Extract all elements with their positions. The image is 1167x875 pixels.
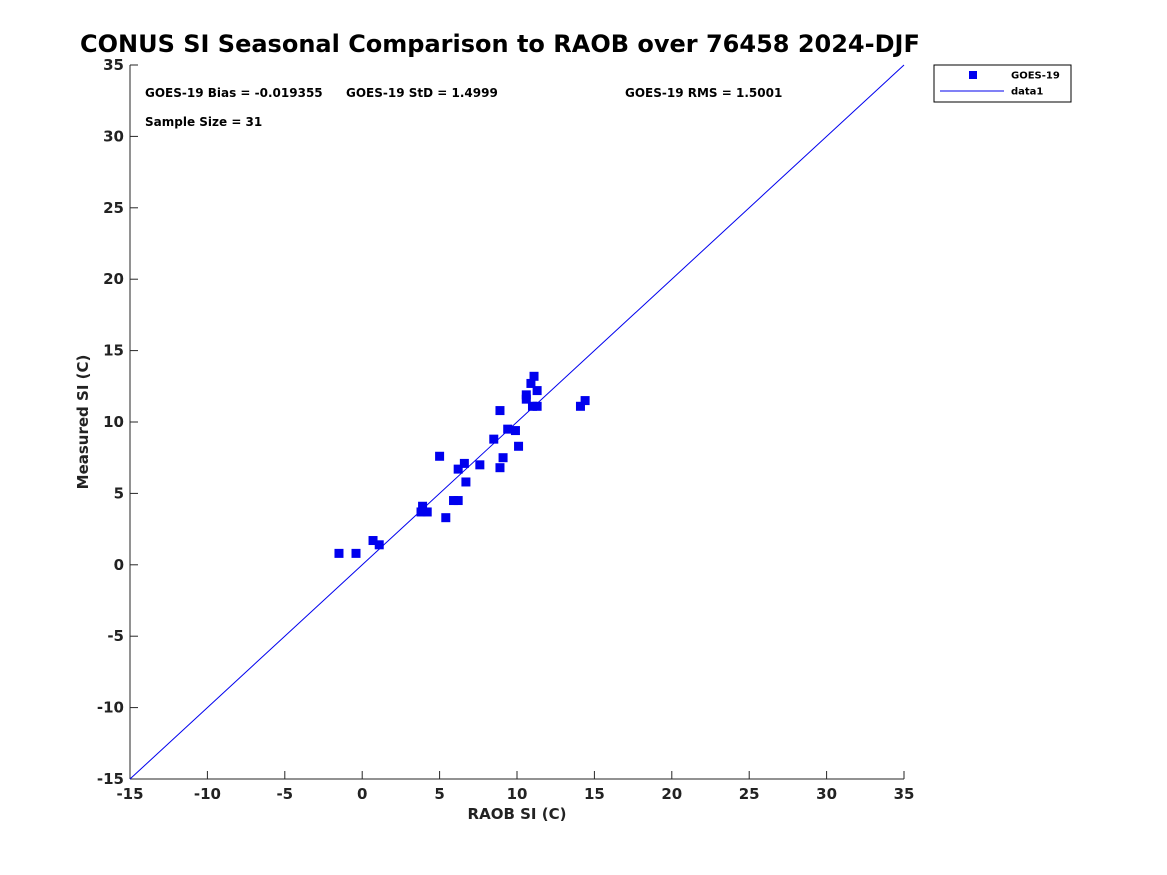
reference-line-data1 — [129, 64, 905, 780]
data-point — [489, 434, 499, 444]
legend: GOES-19 data1 — [933, 64, 1072, 103]
data-point — [532, 401, 542, 411]
axes: -15 -10 -5 0 5 10 15 20 25 30 35 -15 -10 -5 0 5 10 15 20 25… — [97, 56, 915, 803]
data-point — [422, 507, 432, 517]
data-point — [453, 464, 463, 474]
data-point — [459, 458, 469, 468]
y-tick-label: 10 — [103, 413, 124, 431]
data-points — [334, 371, 590, 558]
std-stat: GOES-19 StD = 1.4999 — [346, 86, 498, 100]
bias-stat: GOES-19 Bias = -0.019355 — [145, 86, 323, 100]
data-point — [514, 441, 524, 451]
reference-line-group — [129, 64, 905, 780]
data-point — [580, 396, 590, 406]
x-axis-label: RAOB SI (C) — [468, 805, 567, 823]
data-point — [498, 453, 508, 463]
data-point — [495, 463, 505, 473]
x-tick-label: 35 — [894, 785, 915, 803]
legend-label-data1: data1 — [1011, 87, 1043, 98]
data-point — [527, 401, 537, 411]
x-tick-label: -10 — [194, 785, 221, 803]
y-tick-label: 0 — [114, 556, 124, 574]
data-point — [449, 496, 459, 506]
x-tick-label: 10 — [507, 785, 528, 803]
data-point — [475, 460, 485, 470]
x-tick-label: 15 — [584, 785, 605, 803]
y-tick-label: -10 — [97, 699, 124, 717]
x-tick-label: 0 — [357, 785, 367, 803]
chart-title: CONUS SI Seasonal Comparison to RAOB ove… — [80, 30, 920, 58]
data-point — [453, 496, 463, 506]
data-point — [435, 451, 445, 461]
y-tick-label: 35 — [103, 56, 124, 74]
x-tick-label: 5 — [434, 785, 444, 803]
x-tick-label: 20 — [661, 785, 682, 803]
sample-size-stat: Sample Size = 31 — [145, 115, 262, 129]
data-point — [368, 536, 378, 546]
x-tick-label: 30 — [816, 785, 837, 803]
x-tick-label: -15 — [116, 785, 143, 803]
data-point — [441, 513, 451, 523]
data-point — [416, 507, 426, 517]
data-point — [351, 548, 361, 558]
data-point — [418, 501, 428, 511]
data-point — [575, 401, 585, 411]
data-point — [521, 394, 531, 404]
y-tick-label: 25 — [103, 199, 124, 217]
y-tick-label: -15 — [97, 770, 124, 788]
data-point — [334, 548, 344, 558]
y-tick-label: 20 — [103, 270, 124, 288]
rms-stat: GOES-19 RMS = 1.5001 — [625, 86, 782, 100]
data-point — [526, 378, 536, 388]
data-point — [495, 406, 505, 416]
data-point — [503, 424, 513, 434]
legend-box — [933, 64, 1072, 103]
legend-label-goes19: GOES-19 — [1011, 71, 1060, 82]
y-tick-label: 30 — [103, 127, 124, 145]
y-tick-label: 15 — [103, 342, 124, 360]
y-tick-label: -5 — [107, 627, 124, 645]
y-axis-label: Measured SI (C) — [74, 355, 92, 490]
data-point — [529, 371, 539, 381]
legend-marker-goes19 — [969, 71, 977, 79]
y-tick-label: 5 — [114, 484, 124, 502]
data-point — [461, 477, 471, 487]
x-tick-label: -5 — [276, 785, 293, 803]
data-point — [510, 426, 520, 436]
data-point — [374, 540, 384, 550]
x-tick-label: 25 — [739, 785, 760, 803]
data-point — [532, 386, 542, 396]
